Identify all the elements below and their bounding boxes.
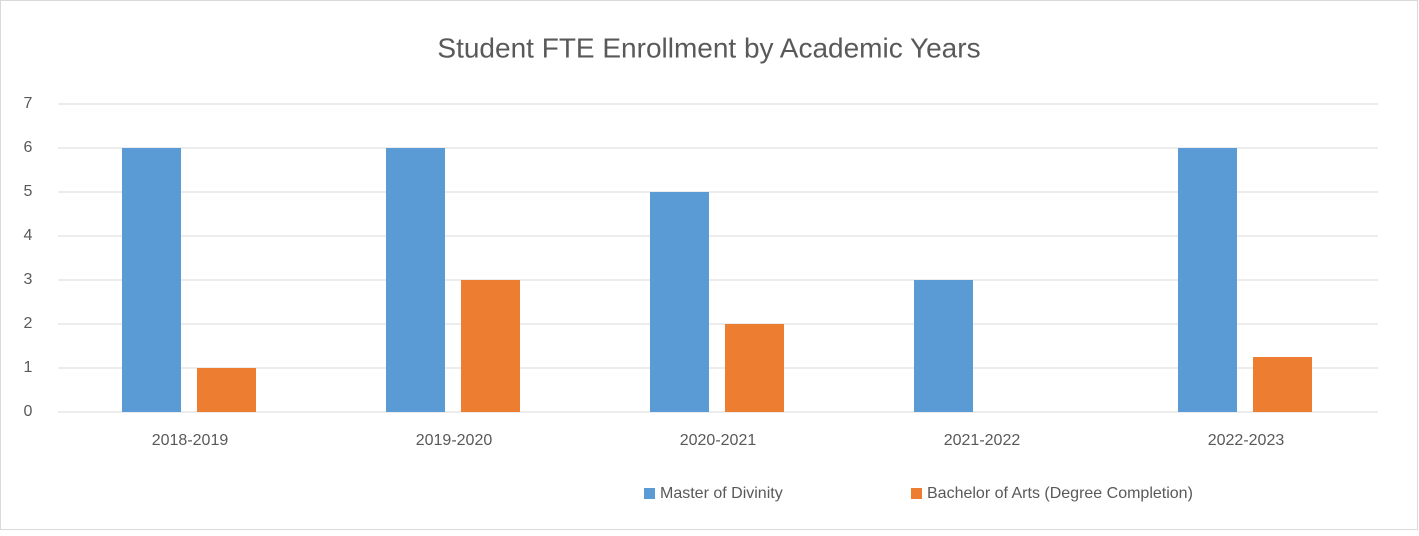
bar: [914, 280, 973, 412]
y-tick-label: 7: [24, 95, 33, 112]
bar: [1178, 148, 1237, 412]
legend-label: Bachelor of Arts (Degree Completion): [927, 485, 1193, 502]
bar: [122, 148, 181, 412]
bar: [197, 368, 256, 412]
legend-swatch: [911, 488, 922, 499]
x-tick-label: 2018-2019: [152, 432, 229, 449]
x-tick-label: 2022-2023: [1208, 432, 1285, 449]
y-tick-label: 6: [24, 139, 33, 156]
x-tick-label: 2019-2020: [416, 432, 493, 449]
y-tick-label: 5: [24, 183, 33, 200]
bar: [650, 192, 709, 412]
bar: [386, 148, 445, 412]
y-tick-label: 1: [24, 359, 33, 376]
y-tick-label: 3: [24, 271, 33, 288]
bar: [725, 324, 784, 412]
y-tick-label: 2: [24, 315, 33, 332]
legend-swatch: [644, 488, 655, 499]
y-tick-label: 0: [24, 403, 33, 420]
bar: [1253, 357, 1312, 412]
bar: [461, 280, 520, 412]
x-tick-label: 2021-2022: [944, 432, 1021, 449]
legend-label: Master of Divinity: [660, 485, 783, 502]
y-tick-label: 4: [24, 227, 33, 244]
x-tick-label: 2020-2021: [680, 432, 757, 449]
chart-title: Student FTE Enrollment by Academic Years: [437, 32, 980, 63]
